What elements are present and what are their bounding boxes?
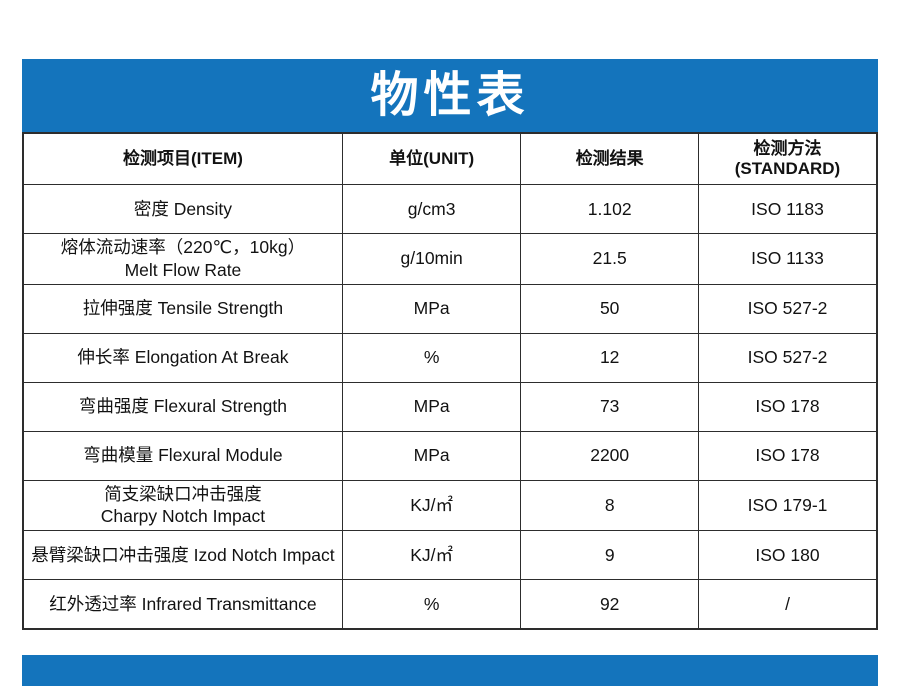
title-banner: 物性表 [22,59,878,132]
unit-cell: KJ/㎡ [341,530,522,580]
result-cell: 2200 [520,430,699,481]
column-header-unit: 单位(UNIT) [341,132,522,185]
table-row: 弯曲模量 Flexural Module MPa 2200 ISO 178 [22,430,878,481]
result-cell: 73 [520,381,699,432]
column-header-standard: 检测方法 (STANDARD) [698,132,878,185]
standard-cell: ISO 1133 [698,233,878,285]
table-row: 熔体流动速率（220℃，10kg） Melt Flow Rate g/10min 2… [22,233,878,285]
standard-cell: ISO 179-1 [698,479,878,531]
table-row: 悬臂梁缺口冲击强度 Izod Notch Impact KJ/㎡ 9 ISO 180 [22,530,878,580]
item-cell: 熔体流动速率（220℃，10kg） Melt Flow Rate [22,233,343,285]
item-cell: 伸长率 Elongation At Break [22,332,343,383]
column-header-item: 检测项目(ITEM) [22,132,343,185]
footer-bar [22,655,878,686]
standard-cell: ISO 527-2 [698,283,878,334]
result-cell: 21.5 [520,233,699,285]
standard-cell: ISO 180 [698,530,878,580]
result-cell: 1.102 [520,184,699,234]
table-row: 简支梁缺口冲击强度 Charpy Notch Impact KJ/㎡ 8 ISO 17… [22,479,878,531]
unit-cell: MPa [341,283,522,334]
table-row: 弯曲强度 Flexural Strength MPa 73 ISO 178 [22,381,878,432]
standard-cell: ISO 527-2 [698,332,878,383]
unit-cell: MPa [341,381,522,432]
unit-cell: MPa [341,430,522,481]
table-row: 红外透过率 Infrared Transmittance% 92/ [22,579,878,630]
standard-cell: ISO 178 [698,430,878,481]
item-cell: 拉伸强度 Tensile Strength [22,283,343,334]
unit-cell: % [341,332,522,383]
unit-cell: g/cm3 [341,184,522,234]
item-cell: 密度 Density [22,184,343,234]
header-row: 检测项目(ITEM) 单位(UNIT) 检测结果 检测方法 (STANDARD) [22,132,878,185]
table-row: 密度 Density g/cm3 1.102 ISO 1183 [22,184,878,234]
item-cell: 简支梁缺口冲击强度 Charpy Notch Impact [22,479,343,531]
standard-cell: / [698,579,878,630]
result-cell: 9 [520,530,699,580]
standard-cell: ISO 178 [698,381,878,432]
result-cell: 50 [520,283,699,334]
result-cell: 92 [520,579,699,630]
page-title: 物性表 [370,68,530,122]
item-cell: 弯曲模量 Flexural Module [22,430,343,481]
result-cell: 8 [520,479,699,531]
unit-cell: % [341,579,522,630]
properties-table: 检测项目(ITEM) 单位(UNIT) 检测结果 检测方法 (STANDARD)… [22,132,878,630]
column-header-result: 检测结果 [520,132,699,185]
table-row: 拉伸强度 Tensile Strength MPa 50 ISO 527-2 [22,283,878,334]
table-row: 伸长率 Elongation At Break% 12 ISO 527-2 [22,332,878,383]
unit-cell: g/10min [341,233,522,285]
item-cell: 红外透过率 Infrared Transmittance [22,579,343,630]
table-body: 密度 Density g/cm3 1.102 ISO 1183 熔体流动速率（220℃，… [22,184,878,630]
item-cell: 弯曲强度 Flexural Strength [22,381,343,432]
unit-cell: KJ/㎡ [341,479,522,531]
item-cell: 悬臂梁缺口冲击强度 Izod Notch Impact [22,530,343,580]
result-cell: 12 [520,332,699,383]
standard-cell: ISO 1183 [698,184,878,234]
